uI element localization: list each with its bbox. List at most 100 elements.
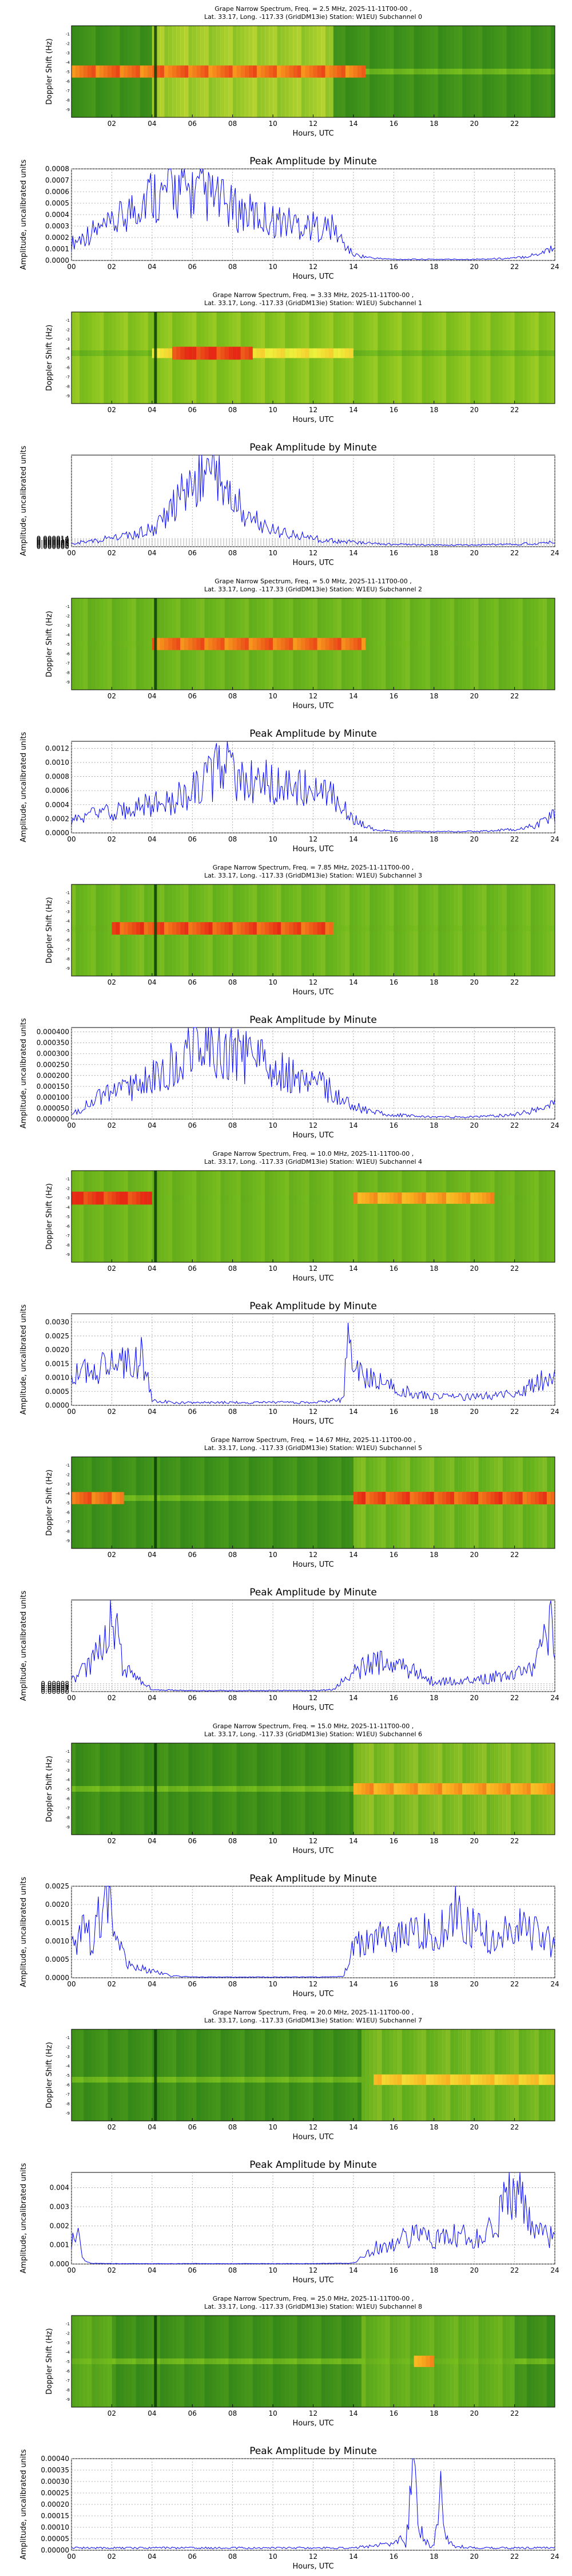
spectrogram-carrier (244, 638, 249, 650)
spectrogram-carrier (470, 641, 475, 647)
chart-x-tick-label: 06 (188, 2266, 197, 2274)
spectrogram-column (321, 1171, 326, 1262)
spectrum-x-tick-label: 18 (430, 2409, 438, 2417)
spectrogram-carrier (506, 925, 511, 931)
spectrogram-carrier (325, 1786, 330, 1792)
chart-x-tick-label: 22 (510, 263, 519, 271)
chart-x-tick-label: 24 (550, 1408, 559, 1416)
chart-y-tick-label: 0.0001 (45, 245, 69, 253)
spectrogram-carrier (430, 350, 435, 356)
spectrogram-carrier (329, 65, 334, 78)
spectrum-x-tick-label: 16 (390, 2123, 398, 2131)
spectrogram-carrier (422, 641, 427, 647)
spectrogram-column (188, 2029, 193, 2121)
spectrogram-carrier (514, 641, 519, 647)
spectrum-y-tick-label: -1 (66, 2322, 70, 2326)
spectrogram-carrier (104, 350, 108, 356)
spectrogram-carrier (434, 2074, 439, 2085)
chart-title: Peak Amplitude by Minute (249, 2445, 377, 2457)
spectrogram-carrier (530, 2358, 535, 2364)
spectrum-x-tick-label: 02 (108, 1837, 116, 1845)
spectrogram-carrier (317, 1786, 322, 1792)
spectrogram-carrier (92, 65, 96, 78)
spectrum-x-tick-label: 06 (188, 120, 197, 128)
spectrogram-carrier (136, 2077, 141, 2083)
spectrogram-carrier (370, 350, 374, 356)
spectrogram-carrier (390, 1492, 394, 1504)
spectrum-y-tick-label: -1 (66, 1463, 70, 1468)
spectrogram-carrier (337, 2358, 342, 2364)
spectrum-y-tick-label: -9 (66, 1825, 70, 1830)
chart-series-line (71, 1599, 555, 1692)
spectrogram-carrier (434, 1192, 439, 1204)
spectrogram-column (265, 1171, 269, 1262)
spectrogram-carrier (466, 69, 471, 74)
spectrogram-column (474, 1171, 479, 1262)
spectrogram-carrier (80, 925, 84, 931)
spectrogram-column (184, 1457, 189, 1548)
spectrum-y-tick-label: -2 (66, 1187, 70, 1191)
spectrogram-carrier (212, 2358, 217, 2364)
spectrogram-carrier (438, 350, 443, 356)
spectrogram-carrier (538, 1783, 543, 1795)
chart-x-tick-label: 02 (108, 549, 116, 557)
chart-x-tick-label: 18 (430, 1980, 438, 1988)
spectrogram-carrier (333, 348, 338, 358)
spectrogram-carrier (116, 1786, 120, 1792)
spectrogram-carrier (204, 1495, 209, 1501)
chart-y-tick-label: 0.000012 (37, 536, 69, 544)
spectrogram-carrier (546, 925, 551, 931)
spectrogram-carrier (438, 2074, 443, 2085)
spectrogram-carrier (289, 2077, 293, 2083)
spectrogram-carrier (104, 1786, 108, 1792)
spectrogram-carrier (265, 65, 269, 78)
spectrum-y-tick-label: -8 (66, 2388, 70, 2393)
spectrogram-carrier (446, 1783, 451, 1795)
spectrogram-carrier (317, 65, 322, 78)
spectrogram-column (188, 1171, 193, 1262)
spectrogram-carrier (506, 2074, 511, 2085)
chart-x-tick-label: 06 (188, 1694, 197, 1702)
spectrum-title-line2: Lat. 33.17, Long. -117.33 (GridDM13ie) S… (204, 872, 422, 879)
spectrogram-carrier (450, 1492, 455, 1504)
spectrogram-carrier (305, 65, 309, 78)
spectrogram-carrier (506, 1492, 511, 1504)
spectrogram-carrier (386, 1783, 390, 1795)
spectrogram-column (542, 1171, 547, 1262)
spectrum-x-tick-label: 20 (470, 2123, 479, 2131)
spectrogram-column (136, 1457, 141, 1548)
spectrogram-carrier (518, 350, 523, 356)
spectrogram-carrier (394, 641, 398, 647)
spectrum-y-tick-label: -6 (66, 2369, 70, 2374)
spectrogram-carrier (285, 638, 289, 650)
spectrogram-column (345, 2029, 350, 2121)
spectrum-x-tick-label: 04 (148, 406, 156, 414)
spectrogram-carrier (333, 925, 338, 931)
spectrogram-carrier (382, 2358, 386, 2364)
spectrogram-carrier (269, 922, 273, 935)
spectrogram-carrier (522, 2358, 527, 2364)
spectrum-x-tick-label: 04 (148, 1551, 156, 1559)
spectrogram-carrier (353, 65, 358, 78)
spectrogram-carrier (378, 641, 382, 647)
spectrogram-column (530, 312, 535, 404)
spectrogram-carrier (112, 1492, 116, 1504)
spectrogram-carrier (349, 638, 354, 650)
spectrogram-carrier (341, 925, 346, 931)
spectrogram-carrier (357, 638, 362, 650)
spectrogram-carrier (132, 1191, 137, 1205)
spectrogram-carrier (244, 922, 249, 935)
spectrogram-carrier (510, 1492, 515, 1504)
chart-y-tick-label: 0.000002 (37, 542, 69, 550)
chart-y-axis-label: Amplitude, uncalibrated units (19, 159, 28, 270)
spectrogram-carrier (357, 65, 362, 78)
spectrogram-carrier (256, 922, 261, 935)
spectrogram-carrier (518, 641, 523, 647)
spectrogram-carrier (510, 2358, 515, 2364)
spectrogram-carrier (418, 1192, 423, 1204)
spectrogram-carrier (538, 1195, 543, 1201)
chart-title: Peak Amplitude by Minute (249, 442, 377, 453)
spectrogram-column (196, 2029, 201, 2121)
spectrogram-carrier (422, 350, 427, 356)
spectrogram-column (269, 1171, 273, 1262)
